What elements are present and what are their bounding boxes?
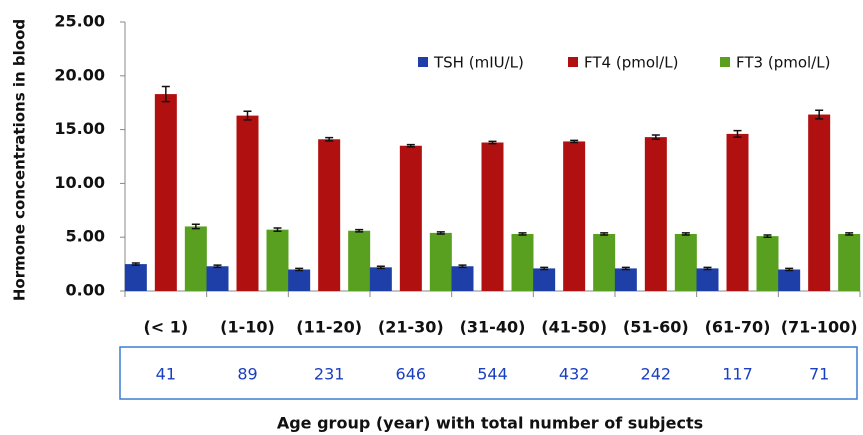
bar [206, 266, 229, 291]
bar [614, 268, 637, 291]
error-bar [815, 109, 824, 120]
bar [154, 94, 177, 291]
subject-count: 544 [477, 365, 508, 384]
subject-count: 89 [237, 365, 257, 384]
error-bar [436, 231, 445, 235]
y-axis-title: Hormone concentrations in blood [11, 19, 29, 301]
x-tick-label: (71-100) [781, 318, 858, 337]
error-bar [785, 267, 794, 272]
bar [236, 115, 259, 291]
bar [533, 268, 556, 291]
error-bar [570, 139, 579, 144]
subject-count: 231 [314, 365, 345, 384]
error-bar [681, 232, 690, 236]
error-bar [406, 143, 415, 148]
bar [808, 114, 831, 291]
bar [429, 232, 452, 291]
error-bar [488, 140, 497, 145]
error-bar [213, 264, 222, 269]
bar [778, 269, 801, 291]
x-tick-label: (51-60) [623, 318, 689, 337]
bar [124, 264, 147, 291]
bar [318, 139, 341, 291]
subject-count: 71 [809, 365, 829, 384]
legend-swatch [720, 57, 730, 67]
error-bar [651, 134, 660, 141]
x-tick-label: (61-70) [705, 318, 771, 337]
x-tick-label: (41-50) [541, 318, 607, 337]
y-tick-label: 10.00 [54, 173, 105, 192]
subject-count: 646 [396, 365, 427, 384]
error-bar [273, 227, 282, 233]
legend-swatch [418, 57, 428, 67]
bar [451, 266, 474, 291]
bar [266, 229, 289, 291]
subject-count: 41 [156, 365, 176, 384]
bar [481, 142, 504, 291]
bar [838, 233, 861, 291]
subject-count: 242 [641, 365, 672, 384]
bar [348, 230, 371, 291]
error-bar [763, 234, 772, 238]
legend-swatch [568, 57, 578, 67]
subject-count: 117 [722, 365, 753, 384]
x-tick-label: (< 1) [143, 318, 188, 337]
bar [184, 226, 207, 291]
bar [644, 137, 667, 291]
subject-count: 432 [559, 365, 590, 384]
x-axis-title: Age group (year) with total number of su… [277, 414, 703, 433]
bar [563, 141, 586, 291]
count-box [119, 346, 858, 400]
y-tick-label: 0.00 [66, 281, 105, 300]
bar [593, 233, 616, 291]
bar [511, 233, 534, 291]
bar [674, 233, 697, 291]
error-bar [161, 85, 170, 103]
legend-label: TSH (mIU/L) [433, 54, 524, 72]
bar [369, 267, 392, 291]
x-tick-label: (21-30) [378, 318, 444, 337]
error-bar [703, 266, 712, 271]
bar [288, 269, 311, 291]
error-bar [243, 110, 252, 121]
legend-label: FT4 (pmol/L) [584, 54, 678, 72]
y-tick-label: 5.00 [66, 227, 105, 246]
error-bar [376, 265, 385, 270]
legend-label: FT3 (pmol/L) [736, 54, 830, 72]
error-bar [325, 136, 334, 142]
bar [756, 236, 779, 291]
error-bar [540, 266, 549, 271]
error-bar [355, 228, 364, 233]
error-bar [131, 262, 140, 266]
x-tick-label: (11-20) [296, 318, 362, 337]
x-tick-label: (1-10) [220, 318, 275, 337]
y-tick-label: 20.00 [54, 65, 105, 84]
error-bar [733, 129, 742, 138]
error-bar [295, 267, 304, 272]
error-bar [845, 232, 854, 236]
error-bar [518, 232, 527, 236]
y-tick-label: 25.00 [54, 12, 105, 31]
bar [696, 268, 719, 291]
error-bar [191, 223, 200, 230]
bar [726, 133, 749, 291]
error-bar [621, 266, 630, 271]
error-bar [458, 264, 467, 269]
bar [399, 145, 422, 291]
x-tick-label: (31-40) [460, 318, 526, 337]
error-bar [600, 232, 609, 236]
y-tick-label: 15.00 [54, 119, 105, 138]
